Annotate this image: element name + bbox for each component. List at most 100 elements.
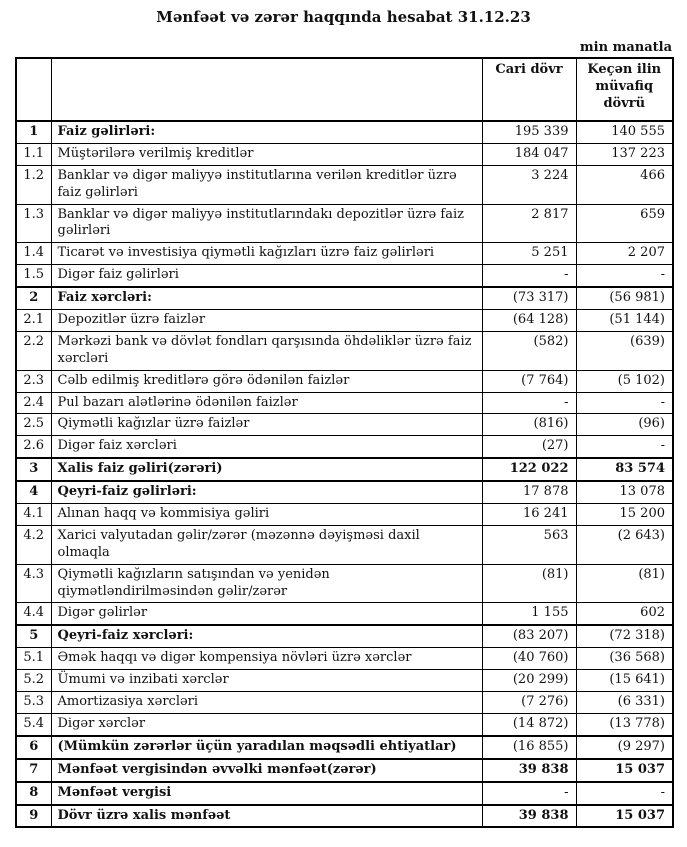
row-value-previous-period: (81) — [575, 563, 674, 604]
row-label: Mənfəət vergisi — [50, 780, 483, 805]
row-value-previous-period: - — [575, 264, 674, 288]
row-number: 1.2 — [15, 164, 52, 205]
row-number: 5.4 — [15, 712, 52, 737]
row-value-previous-period: 140 555 — [575, 119, 674, 144]
row-label: Alınan haqq və kommisiya gəliri — [50, 503, 483, 526]
row-value-previous-period: - — [575, 435, 674, 459]
table-row: 4.2 Xarici valyutadan gəlir/zərər (məzən… — [15, 524, 674, 565]
table-row: 6 (Mümkün zərərlər üçün yaradılan məqsəd… — [15, 734, 674, 760]
column-header-description — [50, 57, 483, 122]
row-value-previous-period: - — [575, 391, 674, 415]
table-row: 1 Faiz gəlirləri: 195 339 140 555 — [15, 119, 674, 144]
row-label: Pul bazarı alətlərinə ödənilən faizlər — [50, 391, 483, 415]
table-header: Cari dövr Keçən ilin müvafiq dövrü — [15, 57, 674, 122]
row-value-current-period: (40 760) — [481, 647, 577, 671]
row-value-current-period: 5 251 — [481, 242, 577, 266]
table-row: 4.4 Digər gəlirlər 1 155 602 — [15, 602, 674, 626]
row-label: Qeyri-faiz xərcləri: — [50, 624, 483, 649]
row-value-previous-period: (96) — [575, 413, 674, 437]
table-row: 5 Qeyri-faiz xərcləri: (83 207) (72 318) — [15, 624, 674, 649]
row-value-current-period: 184 047 — [481, 142, 577, 166]
row-label: Ticarət və investisiya qiymətli kağızlar… — [50, 242, 483, 266]
row-value-previous-period: (9 297) — [575, 734, 674, 760]
row-value-previous-period: (2 643) — [575, 524, 674, 565]
table-body: 1 Faiz gəlirləri: 195 339 140 555 1.1 Mü… — [15, 119, 674, 828]
row-value-previous-period: (36 568) — [575, 647, 674, 671]
row-value-current-period: 17 878 — [481, 480, 577, 505]
row-number: 3 — [15, 457, 52, 482]
row-value-current-period: - — [481, 264, 577, 288]
row-value-current-period: 1 155 — [481, 602, 577, 626]
row-label: Amortizasiya xərcləri — [50, 691, 483, 714]
table-row: 3 Xalis faiz gəliri(zərəri) 122 022 83 5… — [15, 457, 674, 482]
row-value-current-period: 16 241 — [481, 503, 577, 526]
table-row: 2.5 Qiymətli kağızlar üzrə faizlər (816)… — [15, 413, 674, 437]
row-value-previous-period: - — [575, 780, 674, 805]
row-value-current-period: 563 — [481, 524, 577, 565]
row-value-previous-period: (6 331) — [575, 691, 674, 714]
row-number: 5.2 — [15, 669, 52, 693]
table-row: 2.4 Pul bazarı alətlərinə ödənilən faizl… — [15, 391, 674, 415]
table-row: 1.1 Müştərilərə verilmiş kreditlər 184 0… — [15, 142, 674, 166]
row-value-previous-period: 602 — [575, 602, 674, 626]
row-number: 1 — [15, 119, 52, 144]
row-label: Digər gəlirlər — [50, 602, 483, 626]
row-label: Digər faiz xərcləri — [50, 435, 483, 459]
table-row: 1.3 Banklar və digər maliyyə institutlar… — [15, 203, 674, 244]
row-value-current-period: 39 838 — [481, 757, 577, 783]
row-label: Banklar və digər maliyyə institutlarında… — [50, 203, 483, 244]
row-value-previous-period: 137 223 — [575, 142, 674, 166]
row-value-current-period: (73 317) — [481, 286, 577, 311]
row-value-current-period: - — [481, 391, 577, 415]
row-number: 9 — [15, 803, 52, 828]
row-number: 7 — [15, 757, 52, 783]
row-value-current-period: (14 872) — [481, 712, 577, 737]
row-value-previous-period: 2 207 — [575, 242, 674, 266]
table-row: 5.1 Əmək haqqı və digər kompensiya növlə… — [15, 647, 674, 671]
row-label: Qeyri-faiz gəlirləri: — [50, 480, 483, 505]
row-value-previous-period: (15 641) — [575, 669, 674, 693]
table-row: 4.3 Qiymətli kağızların satışından və ye… — [15, 563, 674, 604]
table-row: 2 Faiz xərcləri: (73 317) (56 981) — [15, 286, 674, 311]
table-row: 1.2 Banklar və digər maliyyə institutlar… — [15, 164, 674, 205]
row-number: 2.4 — [15, 391, 52, 415]
table-row: 5.4 Digər xərclər (14 872) (13 778) — [15, 712, 674, 737]
row-label: Digər faiz gəlirləri — [50, 264, 483, 288]
row-value-current-period: 3 224 — [481, 164, 577, 205]
row-value-previous-period: 13 078 — [575, 480, 674, 505]
row-number: 1.3 — [15, 203, 52, 244]
row-value-previous-period: (639) — [575, 330, 674, 371]
page-title: Mənfəət və zərər haqqında hesabat 31.12.… — [156, 8, 531, 26]
row-label: Banklar və digər maliyyə institutlarına … — [50, 164, 483, 205]
row-number: 1.1 — [15, 142, 52, 166]
row-number: 4 — [15, 480, 52, 505]
row-label: Mənfəət vergisindən əvvəlki mənfəət(zərə… — [50, 757, 483, 783]
row-label: Depozitlər üzrə faizlər — [50, 309, 483, 332]
row-label: Digər xərclər — [50, 712, 483, 737]
table-row: 1.5 Digər faiz gəlirləri - - — [15, 264, 674, 288]
row-number: 4.2 — [15, 524, 52, 565]
column-header-number — [15, 57, 52, 122]
row-label: Müştərilərə verilmiş kreditlər — [50, 142, 483, 166]
row-number: 2.1 — [15, 309, 52, 332]
row-value-previous-period: 15 037 — [575, 803, 674, 828]
row-value-current-period: 2 817 — [481, 203, 577, 244]
row-label: Faiz xərcləri: — [50, 286, 483, 311]
table-row: 4 Qeyri-faiz gəlirləri: 17 878 13 078 — [15, 480, 674, 505]
row-value-previous-period: (51 144) — [575, 309, 674, 332]
row-value-current-period: (83 207) — [481, 624, 577, 649]
row-number: 2.6 — [15, 435, 52, 459]
table-row: 7 Mənfəət vergisindən əvvəlki mənfəət(zə… — [15, 757, 674, 783]
row-number: 5.3 — [15, 691, 52, 714]
row-number: 2.5 — [15, 413, 52, 437]
table-row: 8 Mənfəət vergisi - - — [15, 780, 674, 805]
row-value-previous-period: 15 037 — [575, 757, 674, 783]
row-value-previous-period: 83 574 — [575, 457, 674, 482]
row-number: 6 — [15, 734, 52, 760]
row-value-current-period: 195 339 — [481, 119, 577, 144]
row-value-current-period: (7 764) — [481, 369, 577, 393]
row-label: Əmək haqqı və digər kompensiya növləri ü… — [50, 647, 483, 671]
row-value-current-period: 39 838 — [481, 803, 577, 828]
row-value-current-period: (816) — [481, 413, 577, 437]
